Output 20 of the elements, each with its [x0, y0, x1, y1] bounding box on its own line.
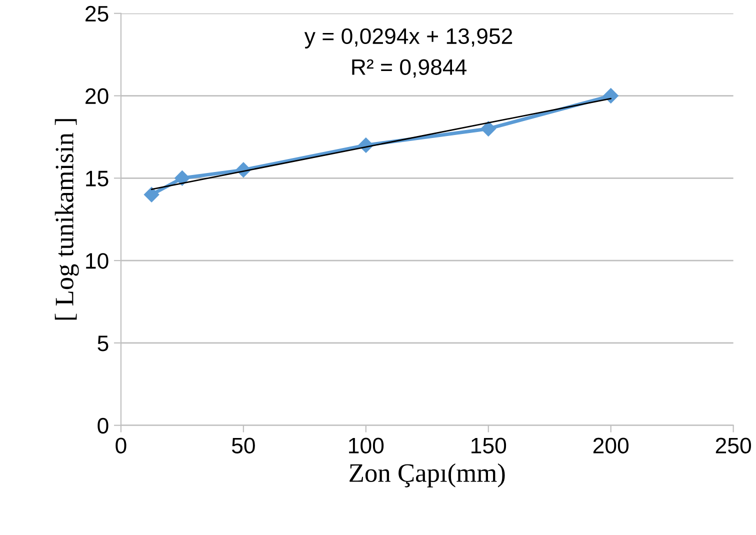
y-axis-title: [ Log tunikamisin ] [54, 119, 79, 320]
x-tick-label: 100 [349, 438, 384, 454]
x-tick-label: 150 [472, 438, 506, 454]
x-axis-title: Zon Çapı(mm) [350, 463, 505, 488]
y-tick-label: 0 [98, 418, 108, 434]
annotation: y = 0,0294x + 13,952 [304, 28, 512, 48]
x-tick-label: 200 [593, 438, 629, 454]
x-tick-label: 50 [232, 438, 255, 454]
point [144, 187, 160, 202]
point [603, 88, 618, 104]
y-tick-label: 10 [86, 253, 108, 269]
point [480, 121, 496, 136]
point [174, 170, 190, 186]
y-tick-label: 5 [98, 336, 108, 352]
y-tick-label: 25 [86, 6, 108, 22]
x-tick-label: 0 [116, 438, 126, 454]
y-tick-label: 20 [86, 88, 108, 104]
y-tick-label: 15 [86, 170, 108, 186]
annotation: R² = 0,9844 [352, 59, 466, 78]
x-tick-label: 250 [716, 438, 751, 454]
